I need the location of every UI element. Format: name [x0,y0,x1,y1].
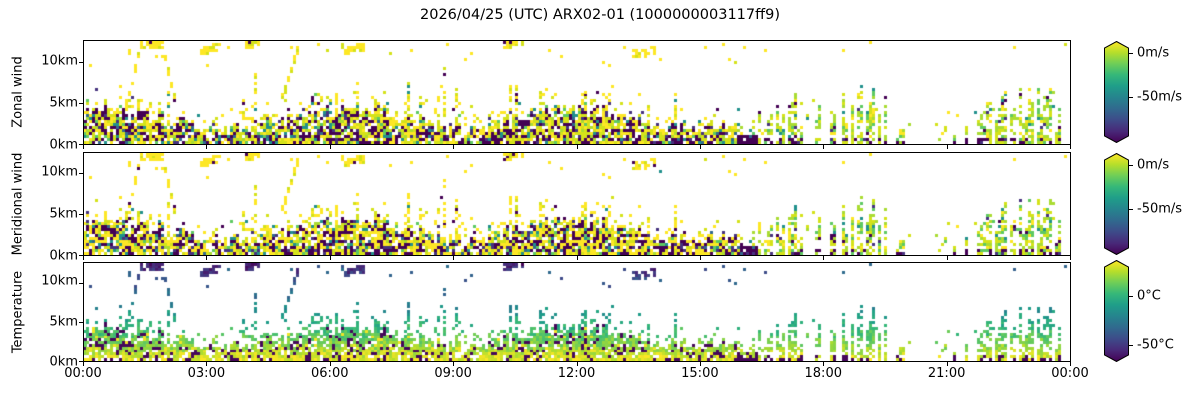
colorbar-tick-wind2-0ms: 0m/s [1137,157,1170,173]
tick-mark [79,62,83,63]
tick-mark [1070,362,1071,366]
ylabel-temperature: Temperature [10,270,26,354]
colorbar-zonal-wind [1104,41,1129,143]
colorbar-tick-temp-m50c: -50°C [1137,337,1174,353]
tick-mark [1129,97,1133,98]
tick-mark [79,144,83,145]
xtick-0000b: 00:00 [1051,366,1089,381]
heatmap-canvas-zonal-wind [84,41,1070,144]
tick-mark [453,256,454,260]
tick-mark [206,256,207,260]
xtick-1200: 12:00 [557,366,596,381]
colorbar-tick-wind2-m50ms: -50m/s [1137,201,1183,217]
ylabel-meridional-wind: Meridional wind [10,152,26,256]
tick-mark [79,361,83,362]
ytick-5km: 5km [49,206,78,222]
tick-mark [1129,345,1133,346]
tick-mark [947,145,948,149]
tick-mark [453,145,454,149]
tick-mark [79,255,83,256]
tick-mark [700,145,701,149]
colorbar-tick-wind1-m50ms: -50m/s [1137,89,1183,105]
tick-mark [1129,209,1133,210]
tick-mark [206,362,207,366]
xtick-1500: 15:00 [681,366,719,381]
tick-mark [79,322,83,323]
ytick-5km: 5km [49,314,78,330]
tick-mark [1129,53,1133,54]
tick-mark [83,362,84,366]
colorbar-tick-temp-0c: 0°C [1137,288,1161,304]
tick-mark [453,362,454,366]
tick-mark [700,256,701,260]
tick-mark [1070,145,1071,149]
tick-mark [1070,256,1071,260]
ytick-10km: 10km [41,53,78,69]
tick-mark [1129,296,1133,297]
heatmap-canvas-meridional-wind [84,153,1070,255]
ytick-0km: 0km [49,137,78,153]
ytick-0km: 0km [49,354,78,370]
xtick-0900: 09:00 [434,366,472,381]
ylabel-zonal-wind: Zonal wind [10,56,26,128]
colorbar-temperature [1104,260,1129,362]
tick-mark [947,362,948,366]
tick-mark [83,145,84,149]
tick-mark [83,256,84,260]
chart-title: 2026/04/25 (UTC) ARX02-01 (1000000003117… [420,7,780,23]
tick-mark [330,256,331,260]
heatmap-panel-temperature [83,262,1071,362]
tick-mark [823,362,824,366]
heatmap-panel-zonal-wind [83,40,1071,145]
tick-mark [79,283,83,284]
heatmap-panel-meridional-wind [83,152,1071,256]
tick-mark [79,173,83,174]
tick-mark [700,362,701,366]
tick-mark [79,214,83,215]
tick-mark [577,256,578,260]
tick-mark [330,145,331,149]
heatmap-canvas-temperature [84,263,1070,361]
tick-mark [947,256,948,260]
tick-mark [577,362,578,366]
xtick-0000a: 00:00 [64,366,102,381]
tick-mark [823,145,824,149]
xtick-1800: 18:00 [804,366,842,381]
xtick-0600: 06:00 [311,366,349,381]
tick-mark [79,103,83,104]
xtick-2100: 21:00 [927,366,966,381]
ytick-10km: 10km [41,164,78,180]
ytick-5km: 5km [49,95,78,111]
colorbar-tick-wind1-0ms: 0m/s [1137,45,1170,61]
tick-mark [330,362,331,366]
tick-mark [1129,165,1133,166]
tick-mark [206,145,207,149]
ytick-10km: 10km [41,273,78,289]
tick-mark [823,256,824,260]
tick-mark [577,145,578,149]
xtick-0300: 03:00 [187,366,226,381]
ytick-0km: 0km [49,248,78,264]
colorbar-meridional-wind [1104,153,1129,255]
